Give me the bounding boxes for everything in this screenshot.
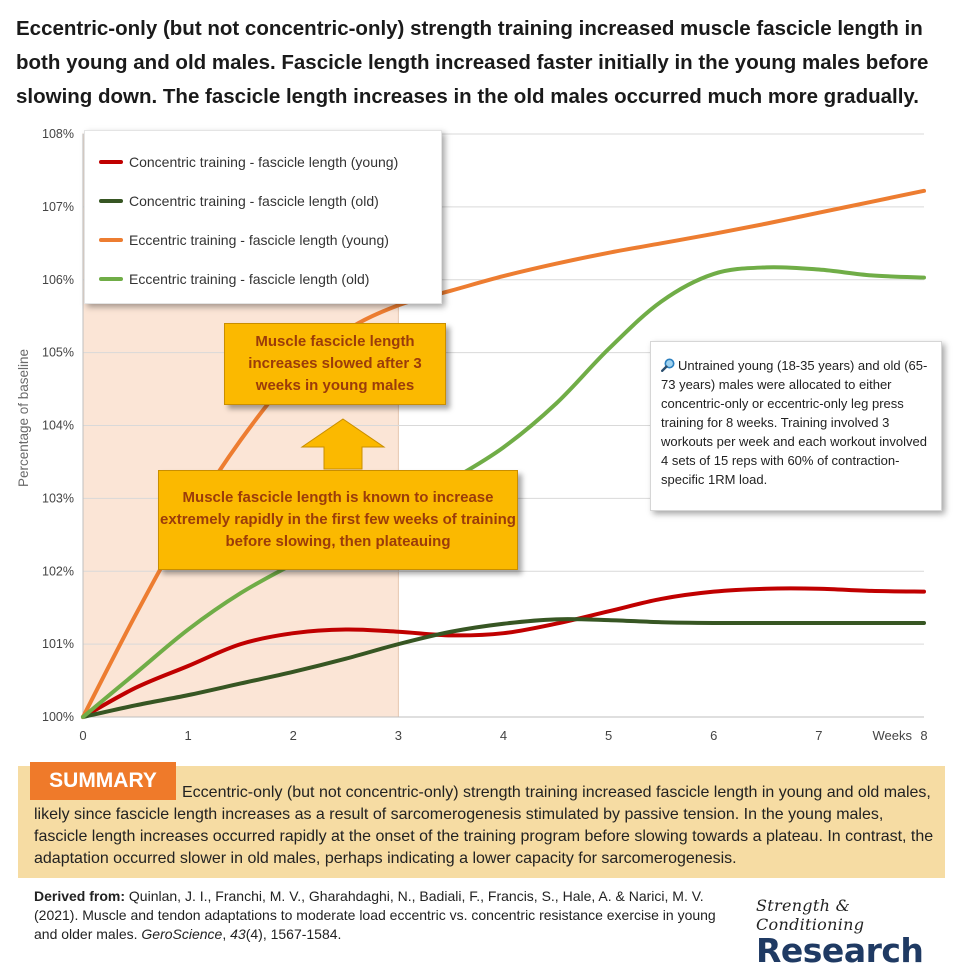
brand-logo: Strength & Conditioning Research	[756, 896, 946, 967]
x-tick-label: 1	[185, 728, 192, 743]
x-tick-label: 0	[79, 728, 86, 743]
summary-label: SUMMARY	[30, 762, 176, 800]
source-issue-pages: (4), 1567-1584.	[245, 926, 342, 942]
series-line-0	[81, 586, 926, 719]
x-tick-label: 5	[605, 728, 612, 743]
summary-text: Eccentric-only (but not concentric-only)…	[34, 784, 934, 867]
logo-main-text: Research	[756, 931, 924, 970]
series-line-1	[81, 617, 926, 719]
y-tick-label: 101%	[42, 637, 74, 651]
legend-label: Concentric training - fascicle length (y…	[129, 153, 399, 170]
legend-swatch	[99, 198, 123, 203]
source-volume: 43	[230, 926, 246, 942]
legend-swatch	[99, 276, 123, 281]
y-tick-label: 104%	[42, 419, 74, 433]
source-lead: Derived from:	[34, 888, 126, 904]
x-tick-label: 2	[290, 728, 297, 743]
x-tick-label: 4	[500, 728, 507, 743]
legend-item: Concentric training - fascicle length (y…	[85, 142, 441, 181]
legend-swatch	[99, 159, 123, 164]
study-info-text: Untrained young (18-35 years) and old (6…	[661, 358, 928, 487]
y-tick-label: 100%	[42, 710, 74, 724]
callout-three-weeks-text: Muscle fascicle length increases slowed …	[248, 333, 422, 394]
legend-swatch	[99, 237, 123, 242]
x-tick-label: 6	[710, 728, 717, 743]
legend-label: Eccentric training - fascicle length (yo…	[129, 231, 389, 248]
y-tick-label: 105%	[42, 346, 74, 360]
source-authors: Quinlan, J. I., Franchi, M. V., Gharahda…	[34, 888, 716, 942]
legend-label: Eccentric training - fascicle length (ol…	[129, 270, 370, 287]
headline: Eccentric-only (but not concentric-only)…	[16, 17, 929, 108]
x-axis-title: Weeks	[873, 728, 913, 743]
y-axis-title: Percentage of baseline	[16, 349, 31, 487]
magnifier-icon	[661, 358, 675, 372]
callout-rapid-increase-text: Muscle fascicle length is known to incre…	[160, 489, 516, 550]
legend-label: Concentric training - fascicle length (o…	[129, 192, 379, 209]
x-tick-label: 8	[920, 728, 927, 743]
source-citation: Derived from: Quinlan, J. I., Franchi, M…	[34, 888, 716, 942]
y-tick-label: 102%	[42, 564, 74, 578]
y-tick-label: 108%	[42, 127, 74, 141]
x-tick-label: 3	[395, 728, 402, 743]
legend-item: Eccentric training - fascicle length (ol…	[85, 259, 441, 298]
series-line-3	[81, 265, 926, 719]
y-tick-label: 103%	[42, 491, 74, 505]
y-tick-label: 106%	[42, 273, 74, 287]
source-journal: GeroScience	[141, 926, 223, 942]
arrow-up-icon	[300, 418, 386, 470]
chart-legend: Concentric training - fascicle length (y…	[84, 130, 442, 304]
x-tick-label: 7	[815, 728, 822, 743]
callout-rapid-increase: Muscle fascicle length is known to incre…	[158, 470, 518, 570]
callout-three-weeks: Muscle fascicle length increases slowed …	[224, 323, 446, 405]
legend-item: Concentric training - fascicle length (o…	[85, 181, 441, 220]
logo-script-text: Strength & Conditioning	[756, 896, 865, 934]
y-tick-label: 107%	[42, 200, 74, 214]
study-info-box: Untrained young (18-35 years) and old (6…	[650, 341, 942, 511]
legend-item: Eccentric training - fascicle length (yo…	[85, 220, 441, 259]
